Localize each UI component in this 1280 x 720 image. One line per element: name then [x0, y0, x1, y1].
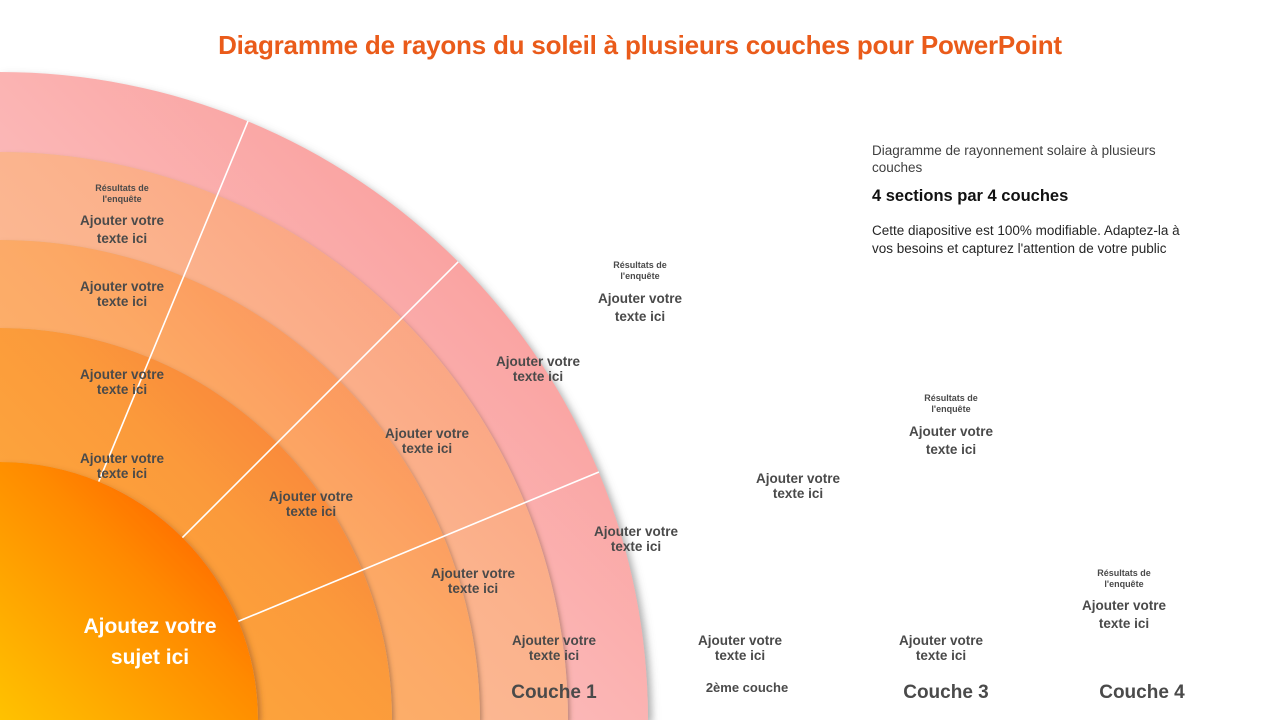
segment-text-line1: Ajouter votre	[909, 424, 994, 439]
core-arc[interactable]	[0, 462, 258, 720]
segment-text-line2: texte ici	[448, 581, 498, 596]
page-title: Diagramme de rayons du soleil à plusieur…	[218, 30, 1062, 60]
segment-label-s2-r3: Ajouter votre texte ici	[496, 354, 581, 384]
survey-caption-line1: Résultats de	[95, 183, 149, 193]
segment-text-line2: texte ici	[611, 539, 661, 554]
survey-caption-line1: Résultats de	[924, 393, 978, 403]
segment-label-s1-r2: Ajouter votre texte ici	[80, 367, 165, 397]
core-label: Ajoutez votre sujet ici	[83, 615, 216, 669]
survey-caption-line2: l'enquête	[102, 194, 141, 204]
sector-separators	[97, 120, 600, 623]
segment-text-line1: Ajouter votre	[385, 426, 470, 441]
ring-couche-2[interactable]	[0, 240, 480, 720]
segment-text-line1: Ajouter votre	[598, 291, 683, 306]
ring-4-arc[interactable]	[0, 72, 648, 720]
ring-3-arc[interactable]	[0, 152, 568, 720]
segment-label-s3-r4: Résultats de l'enquête Ajouter votre tex…	[909, 393, 994, 457]
layer-name-4: Couche 4	[1099, 682, 1185, 703]
segment-text-line2: texte ici	[402, 441, 452, 456]
segment-text-line1: Ajouter votre	[80, 213, 165, 228]
survey-caption-line2: l'enquête	[1104, 579, 1143, 589]
segment-label-s4-r4: Résultats de l'enquête Ajouter votre tex…	[1082, 568, 1167, 631]
ring-couche-3[interactable]	[0, 152, 568, 720]
segment-text-line1: Ajouter votre	[80, 367, 165, 382]
segment-text-line1: Ajouter votre	[1082, 598, 1167, 613]
segment-label-s1-r3: Ajouter votre texte ici	[80, 279, 165, 309]
core-sector[interactable]	[0, 462, 258, 720]
segment-label-s4-r1: Ajouter votre texte ici	[512, 633, 597, 663]
layer-name-3: Couche 3	[903, 682, 989, 703]
survey-caption-line2: l'enquête	[620, 271, 659, 281]
ring-2-arc[interactable]	[0, 240, 480, 720]
segment-text-line1: Ajouter votre	[512, 633, 597, 648]
core-label-line1: Ajoutez votre	[83, 615, 216, 638]
segment-text-line1: Ajouter votre	[431, 566, 516, 581]
segment-text-line2: texte ici	[97, 382, 147, 397]
segment-text-line1: Ajouter votre	[698, 633, 783, 648]
segment-text-line1: Ajouter votre	[594, 524, 679, 539]
segment-text-line2: texte ici	[916, 648, 966, 663]
segment-label-s3-r2: Ajouter votre texte ici	[594, 524, 679, 554]
segment-text-line1: Ajouter votre	[80, 279, 165, 294]
core-label-line2: sujet ici	[111, 646, 189, 669]
info-headline: 4 sections par 4 couches	[872, 186, 1069, 205]
survey-caption-line1: Résultats de	[613, 260, 667, 270]
segment-text-line2: texte ici	[615, 309, 665, 324]
separator-line-1	[97, 120, 249, 482]
segment-label-s1-r1: Ajouter votre texte ici	[80, 451, 165, 481]
segment-label-s2-r4: Résultats de l'enquête Ajouter votre tex…	[598, 260, 683, 324]
segment-label-s2-r2: Ajouter votre texte ici	[385, 426, 470, 456]
segment-text-line2: texte ici	[715, 648, 765, 663]
segment-label-s4-r3: Ajouter votre texte ici	[899, 633, 984, 663]
segment-text-line2: texte ici	[1099, 616, 1149, 631]
segment-text-line2: texte ici	[926, 442, 976, 457]
segment-text-line1: Ajouter votre	[496, 354, 581, 369]
layer-name-1: Couche 1	[511, 682, 597, 703]
ring-couche-4[interactable]	[0, 72, 648, 720]
separator-line-2	[181, 261, 459, 539]
segment-text-line1: Ajouter votre	[899, 633, 984, 648]
layer-name-2: 2ème couche	[706, 680, 788, 695]
info-panel: Diagramme de rayonnement solaire à plusi…	[872, 142, 1202, 258]
segment-text-line2: texte ici	[513, 369, 563, 384]
segment-text-line1: Ajouter votre	[756, 471, 841, 486]
segment-label-s1-r4: Résultats de l'enquête Ajouter votre tex…	[80, 183, 165, 246]
segment-label-s2-r1: Ajouter votre texte ici	[269, 489, 354, 519]
segment-text-line2: texte ici	[529, 648, 579, 663]
segment-text-line1: Ajouter votre	[269, 489, 354, 504]
segment-label-s3-r1: Ajouter votre texte ici	[431, 566, 516, 596]
survey-caption-line2: l'enquête	[931, 404, 970, 414]
survey-caption-line1: Résultats de	[1097, 568, 1151, 578]
separator-line-3	[238, 471, 600, 623]
segment-label-s4-r2: Ajouter votre texte ici	[698, 633, 783, 663]
info-kicker: Diagramme de rayonnement solaire à plusi…	[872, 143, 1156, 176]
segment-label-s3-r3: Ajouter votre texte ici	[756, 471, 841, 501]
segment-text-line2: texte ici	[286, 504, 336, 519]
info-body: Cette diapositive est 100% modifiable. A…	[872, 222, 1180, 256]
segment-text-line2: texte ici	[97, 231, 147, 246]
segment-text-line2: texte ici	[97, 466, 147, 481]
segment-text-line2: texte ici	[773, 486, 823, 501]
segment-text-line2: texte ici	[97, 294, 147, 309]
layer-name-row: Couche 1 2ème couche Couche 3 Couche 4	[511, 680, 1185, 703]
segment-text-line1: Ajouter votre	[80, 451, 165, 466]
